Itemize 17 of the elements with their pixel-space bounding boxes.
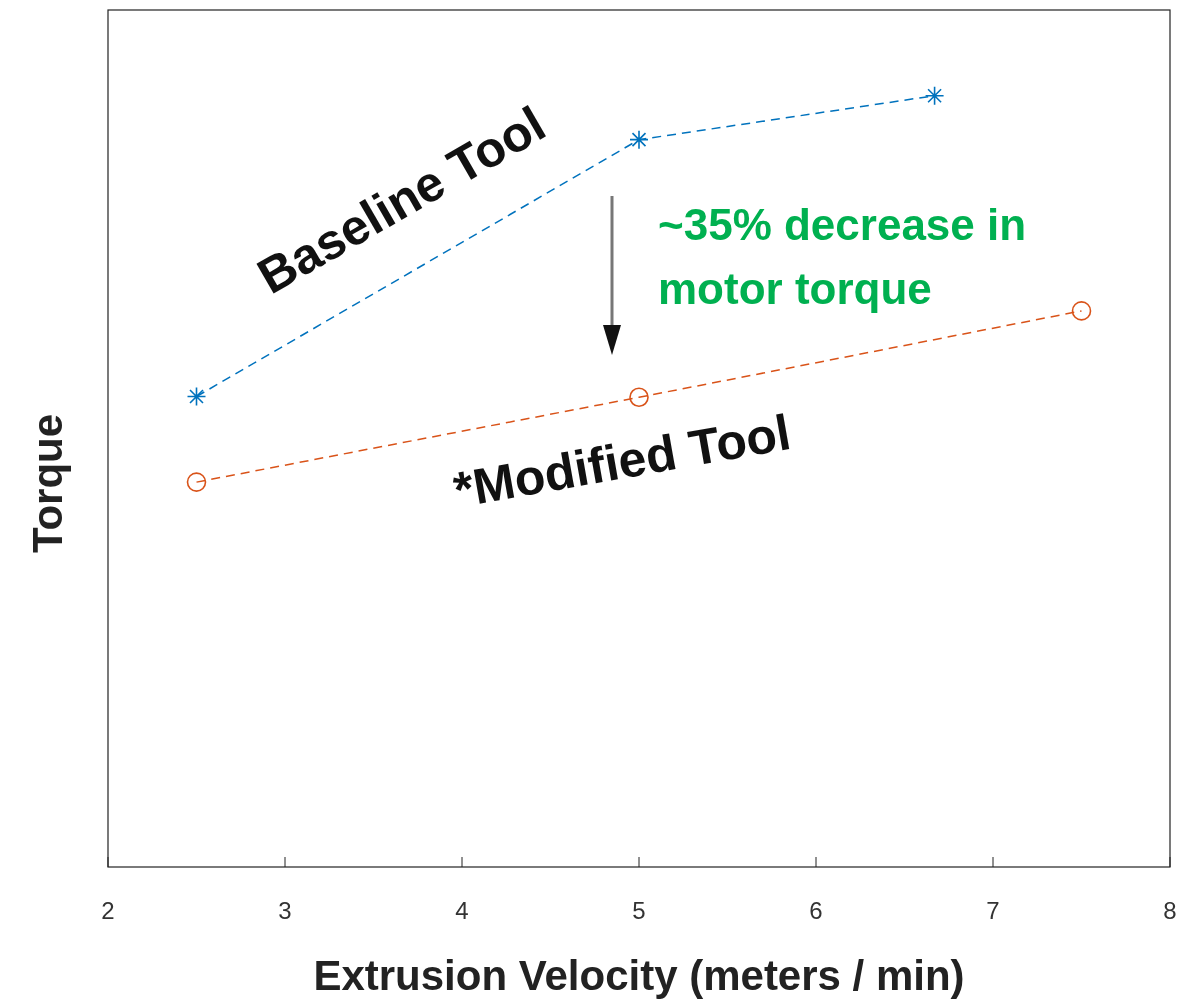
point	[186, 386, 207, 407]
annotation: ~35% decrease in motor torque	[658, 200, 1027, 313]
x-tick-label: 4	[455, 897, 469, 924]
y-axis-title: Torque	[24, 413, 71, 554]
x-tick-label: 3	[278, 897, 292, 924]
x-tick-label: 7	[986, 897, 1000, 924]
x-tick-label: 2	[101, 897, 115, 924]
point	[629, 387, 649, 408]
x-tick-label: 6	[809, 897, 823, 924]
x-tick-label: 5	[632, 897, 646, 924]
point	[186, 472, 207, 492]
x-tick-label: 8	[1163, 897, 1177, 924]
point	[924, 85, 945, 106]
x-axis-title: Extrusion Velocity (meters / min)	[313, 952, 965, 999]
point	[629, 129, 649, 150]
point	[1071, 301, 1092, 321]
text: *Modified Tool	[449, 404, 795, 519]
